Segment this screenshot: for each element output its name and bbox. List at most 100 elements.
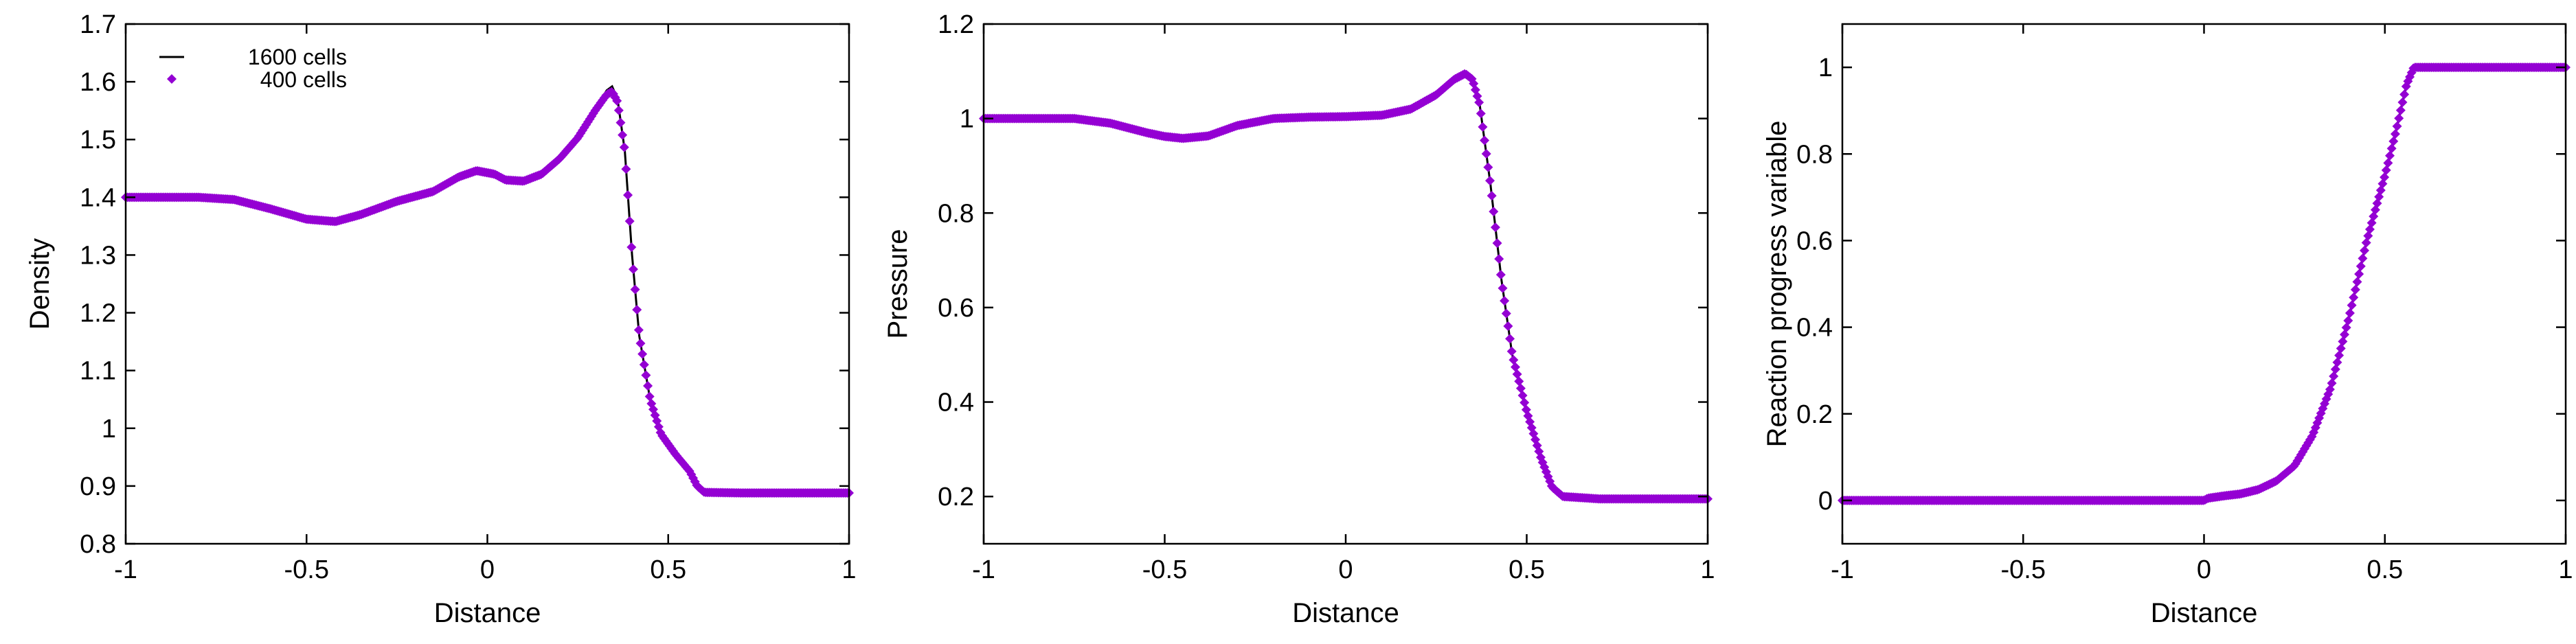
y-tick-label: 0.8 (1796, 140, 1833, 169)
y-tick-label: 1.5 (80, 126, 116, 154)
y-axis-label: Reaction progress variable (1762, 121, 1792, 448)
data-point (2334, 350, 2345, 360)
data-point (1501, 308, 1511, 319)
y-tick-label: 0.2 (1796, 400, 1833, 429)
data-point (1481, 149, 1491, 159)
data-point (2380, 172, 2390, 183)
data-point (623, 190, 633, 200)
data-point (2349, 292, 2359, 303)
data-point (2381, 165, 2391, 175)
y-tick-label: 0.9 (80, 472, 116, 501)
data-point (612, 95, 622, 106)
data-point (1498, 283, 1508, 293)
data-point (1517, 391, 1528, 401)
y-tick-label: 1.4 (80, 183, 116, 212)
data-point (2383, 158, 2393, 168)
plot-frame (124, 23, 850, 545)
data-point (2332, 357, 2342, 367)
data-point (1505, 334, 1515, 344)
data-point (628, 264, 638, 275)
x-tick-label: 0 (480, 555, 495, 584)
x-tick-label: -1 (114, 555, 137, 584)
data-point (1509, 355, 1519, 365)
data-point (641, 370, 651, 380)
data-point (2338, 336, 2348, 347)
y-tick-label: 0.4 (1796, 314, 1833, 343)
y-tick-label: 0 (1818, 487, 1833, 516)
data-point (2386, 143, 2397, 154)
data-point (2397, 97, 2408, 108)
data-point (618, 130, 628, 140)
data-point (1487, 191, 1497, 201)
y-tick-label: 1 (1818, 54, 1833, 82)
data-point (2347, 300, 2357, 310)
y-tick-label: 0.8 (938, 199, 974, 228)
data-point (1474, 97, 1484, 108)
series-400-cells (121, 87, 854, 498)
data-point (613, 105, 624, 115)
data-point (2395, 105, 2406, 115)
data-point (1494, 254, 1504, 264)
data-point (2392, 121, 2402, 131)
series-400-cells (1838, 62, 2571, 505)
y-tick-label: 0.4 (938, 389, 974, 417)
series-1600-cells-line (1842, 66, 2566, 502)
data-point (2360, 245, 2370, 255)
plot-frame (982, 23, 1709, 545)
legend-swatch-400-cells (167, 74, 177, 84)
data-point (2358, 253, 2368, 264)
x-tick-label: 0.5 (650, 555, 686, 584)
data-point (632, 305, 642, 315)
data-point (615, 117, 626, 128)
data-point (619, 142, 629, 152)
data-point (2390, 129, 2400, 139)
data-point (1506, 346, 1517, 356)
data-point (2336, 343, 2346, 354)
series-400-cells (979, 69, 1713, 504)
x-tick-label: 0.5 (2366, 555, 2403, 584)
x-tick-label: 0.5 (1509, 555, 1545, 584)
data-point (1495, 270, 1506, 280)
data-point (1480, 135, 1490, 146)
data-point (630, 284, 640, 295)
chart-panel-0: -1 -0.5 0 0.5 1 0.8 0.9 1 1.1 1.2 1.3 1.4 1.5 1.6 1.7 D… (25, 10, 857, 628)
data-point (626, 242, 637, 253)
x-tick-label: 1 (1700, 555, 1715, 584)
x-tick-label: 0 (2197, 555, 2211, 584)
data-point (1514, 376, 1524, 387)
x-tick-label: -1 (972, 555, 995, 584)
data-point (621, 164, 631, 174)
data-point (2350, 284, 2360, 295)
data-point (2352, 277, 2362, 287)
x-tick-label: 0 (1338, 555, 1353, 584)
y-tick-label: 1.2 (938, 10, 974, 39)
y-tick-label: 1 (960, 105, 974, 134)
data-point (2385, 150, 2395, 161)
data-point (2361, 238, 2371, 248)
data-point (2388, 136, 2399, 146)
data-point (639, 360, 649, 370)
x-tick-label: -1 (1831, 555, 1854, 584)
data-point (1510, 362, 1520, 372)
data-point (2330, 364, 2340, 374)
data-point (1490, 222, 1500, 233)
y-tick-label: 0.8 (80, 530, 116, 559)
data-point (2329, 371, 2339, 381)
x-tick-label: -0.5 (284, 555, 329, 584)
series-1600-cells-line (126, 84, 849, 494)
data-point (2341, 323, 2351, 333)
data-point (2355, 261, 2366, 271)
data-point (2345, 308, 2355, 318)
data-point (1476, 108, 1486, 119)
y-axis-label: Density (25, 238, 55, 330)
data-point (1489, 207, 1499, 217)
data-point (1515, 383, 1526, 393)
data-point (644, 391, 655, 402)
x-axis-label: Distance (2151, 598, 2258, 628)
data-point (2340, 330, 2350, 340)
data-point (2343, 316, 2353, 326)
data-point (637, 349, 648, 359)
y-tick-label: 1.1 (80, 357, 116, 386)
data-point (1503, 321, 1513, 331)
